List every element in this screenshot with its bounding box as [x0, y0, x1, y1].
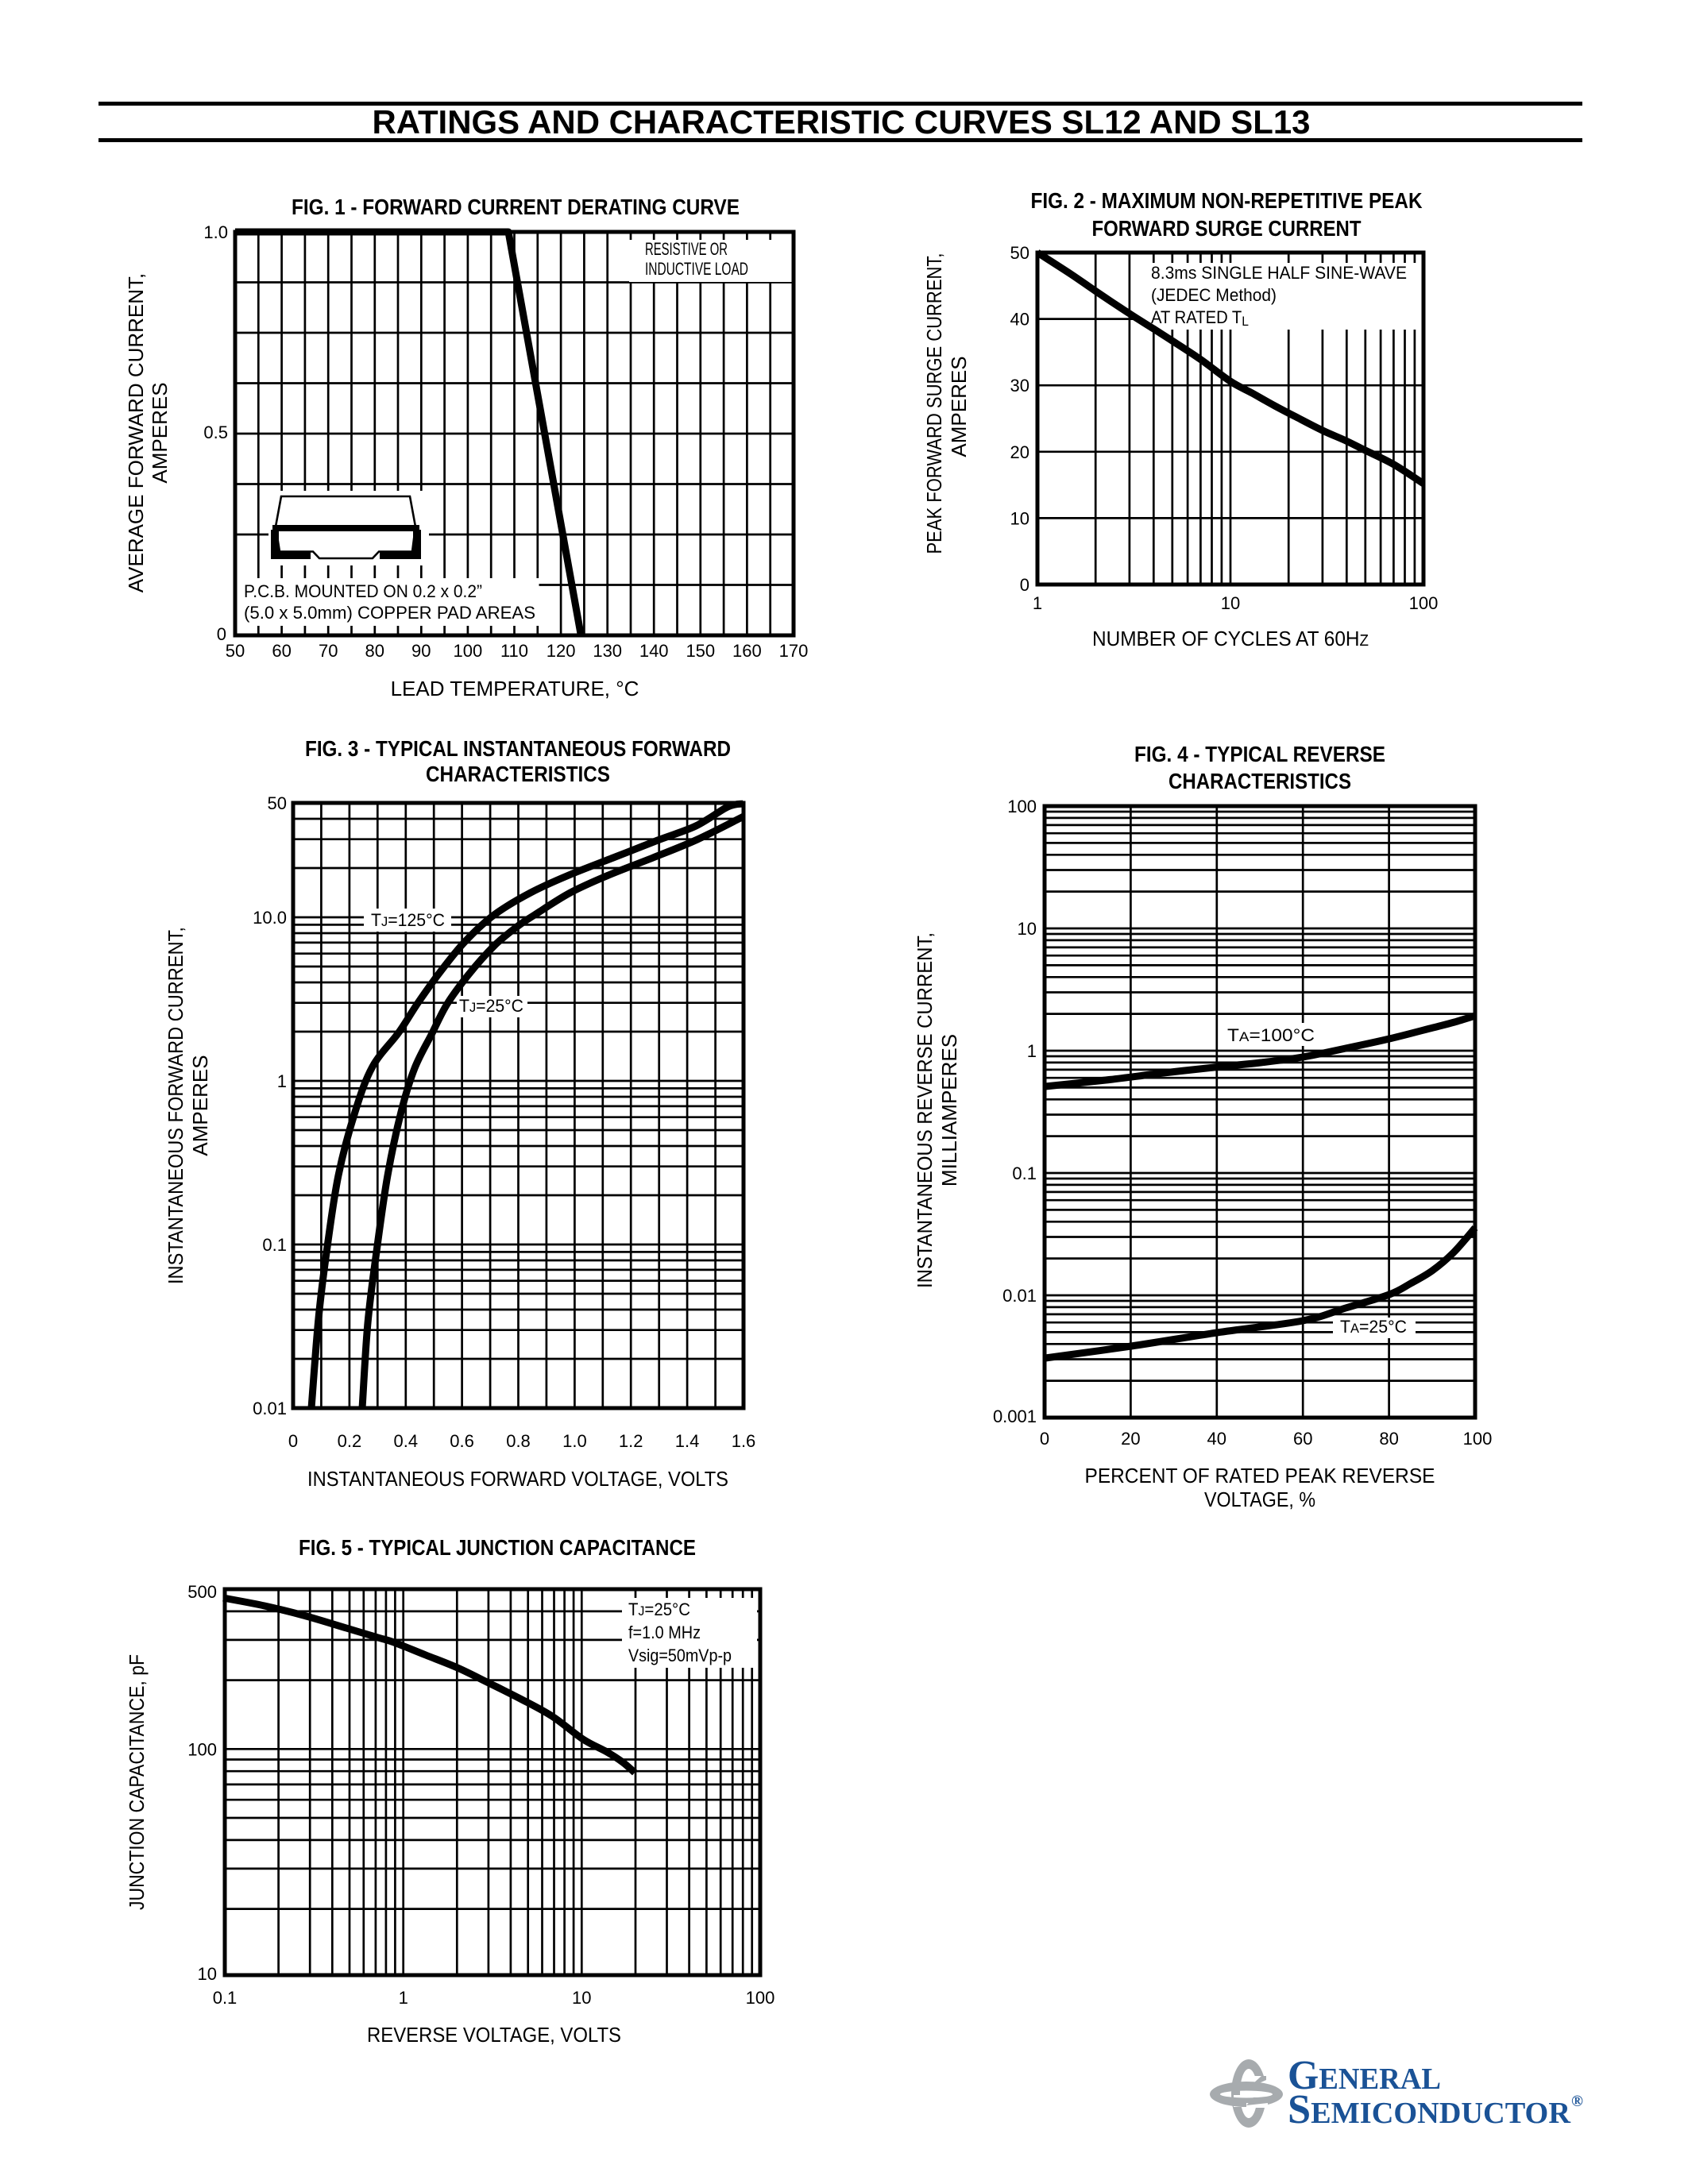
svg-text:100: 100 [1007, 797, 1037, 816]
svg-text:170: 170 [779, 641, 809, 661]
svg-text:0.01: 0.01 [253, 1399, 287, 1418]
svg-text:P.C.B. MOUNTED ON 0.2 x 0.2”: P.C.B. MOUNTED ON 0.2 x 0.2” [244, 581, 482, 601]
svg-text:10: 10 [572, 1988, 591, 2008]
svg-text:0: 0 [217, 624, 226, 644]
svg-text:CHARACTERISTICS: CHARACTERISTICS [426, 762, 610, 786]
svg-text:0.1: 0.1 [262, 1235, 287, 1255]
svg-text:1: 1 [1033, 593, 1042, 613]
svg-text:NUMBER OF CYCLES AT 60HZ: NUMBER OF CYCLES AT 60HZ [1092, 627, 1369, 650]
svg-text:1: 1 [277, 1071, 287, 1091]
svg-text:FORWARD SURGE CURRENT: FORWARD SURGE CURRENT [1092, 216, 1362, 241]
svg-text:REVERSE VOLTAGE, VOLTS: REVERSE VOLTAGE, VOLTS [367, 2023, 621, 2047]
svg-text:0.8: 0.8 [506, 1431, 531, 1451]
svg-text:0.01: 0.01 [1002, 1286, 1037, 1306]
svg-text:30: 30 [1010, 376, 1029, 396]
svg-text:80: 80 [1379, 1429, 1398, 1449]
svg-text:150: 150 [686, 641, 715, 661]
svg-text:100: 100 [1463, 1429, 1493, 1449]
svg-text:FIG. 4 - TYPICAL REVERSE: FIG. 4 - TYPICAL REVERSE [1134, 742, 1385, 766]
svg-text:Vsig=50mVp-p: Vsig=50mVp-p [628, 1646, 732, 1665]
svg-text:0.1: 0.1 [213, 1988, 238, 2008]
svg-text:LEAD TEMPERATURE, °C: LEAD TEMPERATURE, °C [391, 677, 639, 700]
svg-text:20: 20 [1121, 1429, 1140, 1449]
svg-text:10.0: 10.0 [253, 908, 287, 928]
svg-text:10: 10 [198, 1964, 217, 1984]
svg-text:60: 60 [1293, 1429, 1312, 1449]
svg-text:TJ=25°C: TJ=25°C [459, 996, 523, 1016]
svg-text:100: 100 [746, 1988, 775, 2008]
svg-text:FIG. 5 - TYPICAL JUNCTION CAPA: FIG. 5 - TYPICAL JUNCTION CAPACITANCE [299, 1535, 696, 1560]
svg-text:40: 40 [1207, 1429, 1226, 1449]
svg-text:INSTANTANEOUS FORWARD CURRENT,: INSTANTANEOUS FORWARD CURRENT, [164, 927, 187, 1284]
svg-text:80: 80 [365, 641, 384, 661]
svg-text:PEAK FORWARD SURGE CURRENT,: PEAK FORWARD SURGE CURRENT, [922, 253, 946, 554]
svg-text:CHARACTERISTICS: CHARACTERISTICS [1168, 769, 1351, 793]
svg-text:10: 10 [1221, 593, 1240, 613]
svg-text:f=1.0 MHz: f=1.0 MHz [628, 1623, 701, 1642]
svg-text:FIG. 2 - MAXIMUM NON-REPETITIV: FIG. 2 - MAXIMUM NON-REPETITIVE PEAK [1031, 188, 1423, 213]
svg-text:10: 10 [1018, 919, 1037, 939]
svg-text:AMPERES: AMPERES [188, 1055, 212, 1156]
svg-text:160: 160 [732, 641, 762, 661]
svg-text:AMPERES: AMPERES [148, 382, 172, 483]
svg-text:INSTANTANEOUS REVERSE CURRENT,: INSTANTANEOUS REVERSE CURRENT, [913, 932, 937, 1288]
svg-text:90: 90 [411, 641, 431, 661]
svg-text:10: 10 [1010, 508, 1029, 528]
svg-text:0: 0 [1040, 1429, 1049, 1449]
svg-text:0.001: 0.001 [993, 1406, 1037, 1426]
svg-text:0.2: 0.2 [338, 1431, 362, 1451]
svg-text:120: 120 [547, 641, 576, 661]
svg-text:PERCENT OF RATED PEAK REVERSE: PERCENT OF RATED PEAK REVERSE [1085, 1464, 1435, 1488]
svg-text:0.6: 0.6 [450, 1431, 474, 1451]
svg-text:20: 20 [1010, 442, 1029, 462]
svg-text:1.4: 1.4 [675, 1431, 700, 1451]
svg-text:TJ=25°C: TJ=25°C [628, 1599, 690, 1619]
svg-text:AT RATED TL: AT RATED TL [1151, 307, 1249, 329]
svg-text:40: 40 [1010, 310, 1029, 330]
svg-text:1.6: 1.6 [732, 1431, 756, 1451]
svg-text:100: 100 [1409, 593, 1439, 613]
svg-text:TJ=125°C: TJ=125°C [371, 910, 445, 930]
svg-text:(JEDEC Method): (JEDEC Method) [1151, 285, 1277, 305]
svg-text:50: 50 [226, 641, 245, 661]
svg-text:TA=100°C: TA=100°C [1227, 1025, 1315, 1045]
svg-text:110: 110 [500, 641, 528, 661]
svg-text:TA=25°C: TA=25°C [1340, 1317, 1407, 1337]
svg-text:INDUCTIVE LOAD: INDUCTIVE LOAD [645, 259, 748, 279]
svg-text:INSTANTANEOUS FORWARD VOLTAGE,: INSTANTANEOUS FORWARD VOLTAGE, VOLTS [307, 1467, 728, 1491]
svg-text:FIG. 3 - TYPICAL INSTANTANEOUS: FIG. 3 - TYPICAL INSTANTANEOUS FORWARD [305, 736, 731, 761]
svg-text:RESISTIVE OR: RESISTIVE OR [645, 239, 728, 259]
svg-text:1.0: 1.0 [203, 222, 228, 242]
svg-text:1: 1 [399, 1988, 408, 2008]
svg-text:FIG. 1 - FORWARD CURRENT DERAT: FIG. 1 - FORWARD CURRENT DERATING CURVE [292, 195, 740, 219]
svg-text:8.3ms SINGLE HALF SINE-WAVE: 8.3ms SINGLE HALF SINE-WAVE [1151, 263, 1407, 283]
svg-text:JUNCTION CAPACITANCE, pF: JUNCTION CAPACITANCE, pF [125, 1654, 149, 1910]
svg-text:70: 70 [319, 641, 338, 661]
svg-text:®: ® [1571, 2093, 1583, 2110]
svg-text:0.5: 0.5 [203, 423, 228, 442]
svg-text:0.4: 0.4 [394, 1431, 419, 1451]
svg-text:130: 130 [593, 641, 622, 661]
svg-text:MILLIAMPERES: MILLIAMPERES [937, 1034, 961, 1187]
svg-text:60: 60 [272, 641, 291, 661]
svg-text:500: 500 [187, 1582, 217, 1602]
svg-text:100: 100 [454, 641, 483, 661]
svg-text:1.0: 1.0 [562, 1431, 587, 1451]
svg-text:50: 50 [268, 793, 287, 813]
svg-text:SEMICONDUCTOR: SEMICONDUCTOR [1288, 2087, 1571, 2132]
svg-text:0: 0 [1020, 575, 1029, 595]
svg-text:RATINGS AND CHARACTERISTIC CUR: RATINGS AND CHARACTERISTIC CURVES SL12 A… [373, 103, 1311, 141]
svg-text:0: 0 [288, 1431, 298, 1451]
svg-text:0.1: 0.1 [1012, 1163, 1037, 1183]
svg-text:AVERAGE FORWARD CURRENT,: AVERAGE FORWARD CURRENT, [124, 273, 148, 593]
svg-text:AMPERES: AMPERES [947, 356, 971, 457]
svg-text:100: 100 [187, 1739, 217, 1759]
svg-text:1.2: 1.2 [619, 1431, 643, 1451]
svg-text:VOLTAGE, %: VOLTAGE, % [1204, 1488, 1315, 1511]
svg-text:50: 50 [1010, 243, 1029, 263]
svg-text:(5.0 x 5.0mm) COPPER PAD AREAS: (5.0 x 5.0mm) COPPER PAD AREAS [244, 603, 535, 623]
svg-text:140: 140 [639, 641, 669, 661]
svg-text:1: 1 [1027, 1041, 1037, 1061]
